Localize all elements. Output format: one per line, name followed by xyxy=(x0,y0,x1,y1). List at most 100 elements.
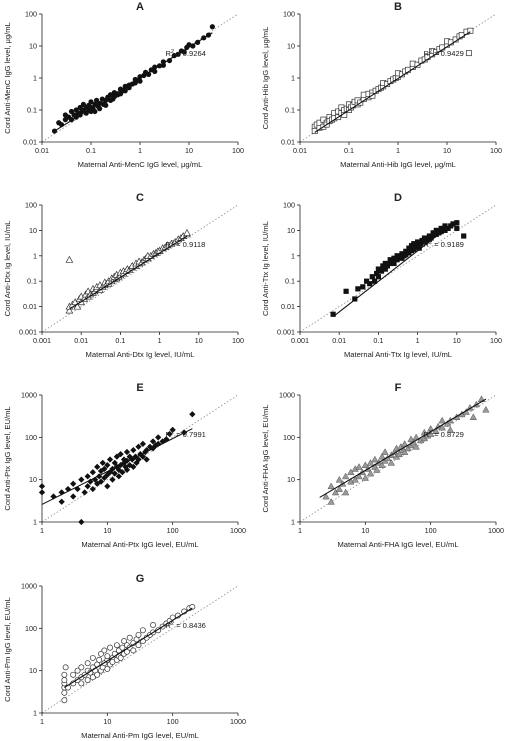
data-point xyxy=(424,237,430,244)
y-axis-label: Cord Anti-MenC IgG level, μg/mL xyxy=(3,22,12,134)
x-tick-label: 1 xyxy=(416,336,420,345)
data-point xyxy=(363,278,370,284)
data-point xyxy=(104,471,111,478)
x-tick-label: 10 xyxy=(103,717,111,726)
x-tick-label: 1000 xyxy=(488,526,504,535)
r-squared-label: R2 = 0.9118 xyxy=(165,240,205,249)
r-squared-label: R2 = 0.7991 xyxy=(165,430,205,439)
data-point xyxy=(430,230,436,236)
regression-line xyxy=(319,398,487,498)
y-tick-label: 0.01 xyxy=(281,302,295,311)
data-point xyxy=(101,474,108,482)
data-point xyxy=(438,228,444,235)
data-point xyxy=(84,483,91,490)
data-point xyxy=(367,281,373,287)
y-tick-label: 100 xyxy=(25,433,37,442)
data-point xyxy=(149,438,157,445)
data-point xyxy=(139,440,146,448)
data-point xyxy=(115,466,122,474)
data-point xyxy=(406,245,412,251)
y-tick-label: 0.1 xyxy=(285,106,295,115)
y-tick-label: 1000 xyxy=(279,391,295,400)
data-point xyxy=(97,467,105,475)
y-tick-label: 1 xyxy=(33,518,37,527)
data-point xyxy=(335,485,344,492)
panel-letter: A xyxy=(136,1,144,13)
data-point xyxy=(320,116,327,123)
data-point xyxy=(121,638,127,645)
x-tick-label: 0.1 xyxy=(373,336,383,345)
regression-line xyxy=(64,607,193,688)
identity-line xyxy=(299,204,497,333)
data-point xyxy=(119,644,126,651)
data-point xyxy=(139,627,146,634)
data-point xyxy=(327,498,335,505)
data-point xyxy=(159,438,166,445)
data-point xyxy=(416,245,422,251)
x-tick-label: 10 xyxy=(361,526,369,535)
panel-letter: F xyxy=(395,382,402,394)
data-point xyxy=(101,465,108,472)
x-tick-label: 10 xyxy=(443,146,451,155)
data-point xyxy=(355,463,363,470)
x-tick-label: 10 xyxy=(453,336,461,345)
data-point xyxy=(351,475,359,483)
x-tick-label: 0.01 xyxy=(332,336,346,345)
data-point xyxy=(99,459,106,466)
x-axis-label: Maternal Anti-Ttx Ig level, IU/mL xyxy=(344,350,452,359)
data-point xyxy=(133,459,140,466)
y-tick-label: 1 xyxy=(33,74,37,83)
data-point xyxy=(130,463,137,471)
data-point xyxy=(331,488,340,496)
data-point xyxy=(374,270,380,277)
data-point xyxy=(155,434,162,441)
x-tick-label: 10 xyxy=(185,146,193,155)
data-point xyxy=(152,442,159,449)
data-point xyxy=(391,255,397,261)
data-point xyxy=(438,416,446,424)
data-point xyxy=(97,106,103,112)
y-tick-label: 0.1 xyxy=(27,277,37,286)
x-tick-label: 0.1 xyxy=(86,146,96,155)
r-squared-label: R2 = 0.9429 xyxy=(423,49,463,58)
data-point xyxy=(109,476,116,483)
identity-line xyxy=(41,13,239,143)
data-point xyxy=(135,642,142,649)
y-tick-label: 10 xyxy=(29,226,37,235)
regression-line xyxy=(314,31,471,133)
regression-line xyxy=(332,219,458,318)
data-point xyxy=(169,426,176,433)
data-point xyxy=(426,430,435,437)
data-point xyxy=(97,478,105,485)
data-point xyxy=(454,225,460,231)
panel-letter: G xyxy=(136,573,145,585)
y-tick-label: 100 xyxy=(25,201,37,210)
data-point xyxy=(94,463,101,471)
x-tick-label: 100 xyxy=(425,526,437,535)
data-point xyxy=(442,227,448,233)
data-point xyxy=(394,253,400,259)
data-point xyxy=(88,99,94,105)
y-tick-label: 100 xyxy=(283,201,295,210)
data-point xyxy=(360,284,366,290)
chart-panel-d: D 0.001 0.01 0.1 1 10 100 0.001 0.01 0.1 1 10 100 Mat… xyxy=(261,192,502,359)
data-point xyxy=(412,442,420,450)
x-tick-label: 1 xyxy=(138,146,142,155)
data-point xyxy=(81,489,88,496)
data-point xyxy=(123,466,131,474)
y-tick-label: 10 xyxy=(29,666,37,675)
data-point xyxy=(61,671,68,678)
data-point xyxy=(415,239,421,245)
y-tick-label: 1 xyxy=(291,518,295,527)
panel-letter: B xyxy=(394,1,402,13)
panel-letter: D xyxy=(394,192,402,204)
x-axis-label: Maternal Anti-FHA IgG level, EU/mL xyxy=(337,540,458,549)
data-point xyxy=(322,492,330,500)
y-tick-label: 100 xyxy=(283,433,295,442)
x-tick-label: 100 xyxy=(232,146,244,155)
data-point xyxy=(403,252,409,258)
data-point xyxy=(74,667,81,674)
data-point xyxy=(400,448,409,455)
y-tick-label: 0.1 xyxy=(285,277,295,286)
data-point xyxy=(375,266,381,272)
